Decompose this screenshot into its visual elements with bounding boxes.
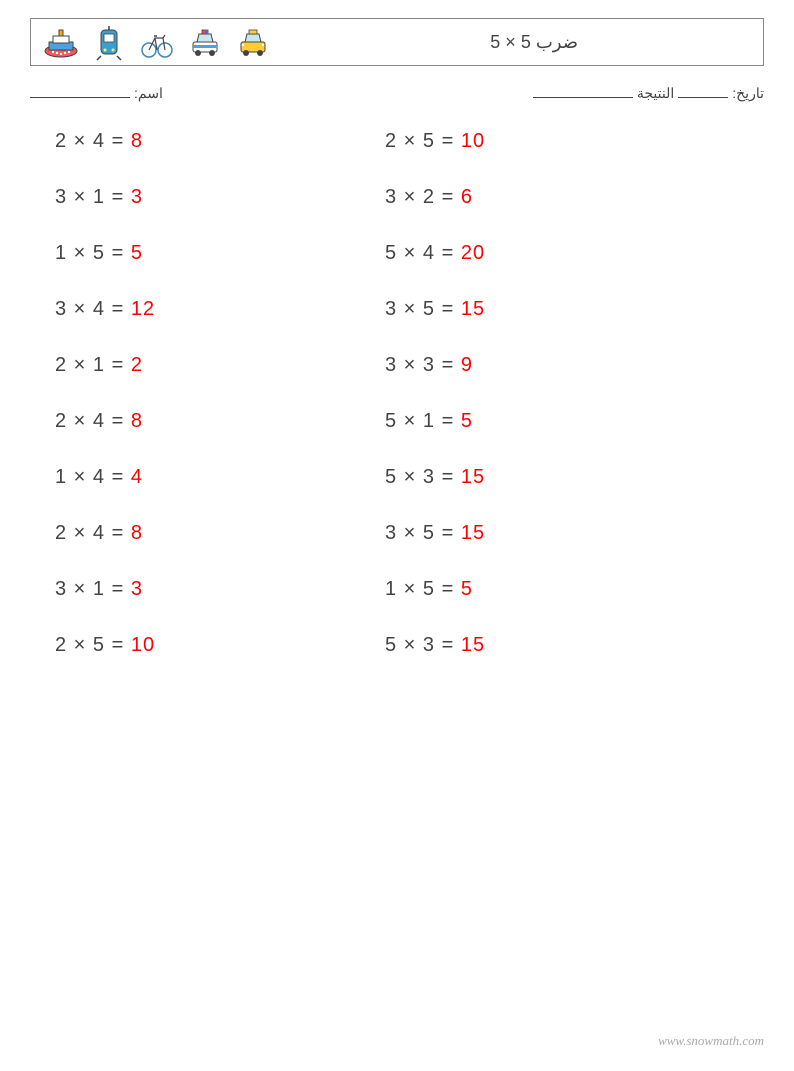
footer-url: www.snowmath.com (658, 1033, 764, 1049)
problem-row: 3 × 3 = 9 (385, 354, 715, 377)
problem-answer: 10 (461, 130, 485, 152)
bicycle-icon (137, 22, 177, 62)
problem-row: 1 × 5 = 5 (55, 242, 385, 265)
problem-row: 2 × 5 = 10 (55, 634, 385, 657)
meta-name: اسم: (30, 84, 163, 102)
problem-answer: 4 (131, 466, 143, 488)
problem-expression: 2 × 4 = (55, 522, 131, 544)
problem-expression: 3 × 4 = (55, 298, 131, 320)
problem-row: 2 × 1 = 2 (55, 354, 385, 377)
problem-answer: 20 (461, 242, 485, 264)
problem-row: 3 × 1 = 3 (55, 578, 385, 601)
score-underline (533, 84, 633, 98)
problem-row: 2 × 4 = 8 (55, 410, 385, 433)
problem-answer: 9 (461, 354, 473, 376)
problem-expression: 2 × 1 = (55, 354, 131, 376)
problem-answer: 5 (461, 578, 473, 600)
taxi-icon (233, 22, 273, 62)
problem-expression: 1 × 4 = (55, 466, 131, 488)
problem-expression: 3 × 3 = (385, 354, 461, 376)
problem-answer: 6 (461, 186, 473, 208)
problem-row: 3 × 5 = 15 (385, 298, 715, 321)
problem-row: 2 × 4 = 8 (55, 130, 385, 153)
problem-answer: 15 (461, 298, 485, 320)
problem-expression: 3 × 5 = (385, 298, 461, 320)
problem-row: 5 × 3 = 15 (385, 466, 715, 489)
problem-answer: 5 (461, 410, 473, 432)
police-car-icon (185, 22, 225, 62)
problem-row: 5 × 1 = 5 (385, 410, 715, 433)
name-underline (30, 84, 130, 98)
problem-answer: 15 (461, 634, 485, 656)
problem-expression: 5 × 3 = (385, 634, 461, 656)
problem-expression: 3 × 1 = (55, 186, 131, 208)
problem-expression: 5 × 1 = (385, 410, 461, 432)
name-label: اسم: (134, 85, 163, 102)
problem-answer: 3 (131, 578, 143, 600)
problem-answer: 8 (131, 130, 143, 152)
problem-answer: 15 (461, 466, 485, 488)
problem-expression: 5 × 3 = (385, 466, 461, 488)
problem-answer: 3 (131, 186, 143, 208)
problem-expression: 3 × 5 = (385, 522, 461, 544)
problem-row: 3 × 5 = 15 (385, 522, 715, 545)
header-icons (41, 22, 273, 62)
problem-expression: 3 × 2 = (385, 186, 461, 208)
score-label: النتيجة (637, 85, 674, 102)
problem-answer: 15 (461, 522, 485, 544)
problem-row: 3 × 2 = 6 (385, 186, 715, 209)
problem-row: 1 × 4 = 4 (55, 466, 385, 489)
problem-answer: 12 (131, 298, 155, 320)
problem-row: 5 × 4 = 20 (385, 242, 715, 265)
problem-expression: 2 × 5 = (385, 130, 461, 152)
problem-row: 5 × 3 = 15 (385, 634, 715, 657)
problems-container: 2 × 4 = 83 × 1 = 31 × 5 = 53 × 4 = 122 ×… (55, 130, 764, 657)
problem-row: 3 × 1 = 3 (55, 186, 385, 209)
problem-expression: 3 × 1 = (55, 578, 131, 600)
problems-col-2: 2 × 5 = 103 × 2 = 65 × 4 = 203 × 5 = 153… (385, 130, 715, 657)
header-box: ضرب 5 × 5 (30, 18, 764, 66)
date-label: تاريخ: (732, 85, 764, 102)
problem-answer: 8 (131, 522, 143, 544)
problem-answer: 5 (131, 242, 143, 264)
page-title: ضرب 5 × 5 (490, 32, 578, 53)
problems-col-1: 2 × 4 = 8 3 × 1 = 3 1 × 5 = 5 3 × 4 = 12 2 ×… (55, 130, 385, 657)
meta-date-score: تاريخ: النتيجة (533, 84, 764, 102)
problem-row: 2 × 4 = 8 (55, 522, 385, 545)
problem-row: 3 × 4 = 12 (55, 298, 385, 321)
problem-row: 2 × 5 = 10 (385, 130, 715, 153)
problem-expression: 2 × 5 = (55, 634, 131, 656)
meta-row: تاريخ: النتيجة اسم: (30, 84, 764, 102)
tram-icon (89, 22, 129, 62)
problem-answer: 2 (131, 354, 143, 376)
problem-expression: 5 × 4 = (385, 242, 461, 264)
problem-expression: 1 × 5 = (55, 242, 131, 264)
ship-icon (41, 22, 81, 62)
problem-expression: 2 × 4 = (55, 410, 131, 432)
problem-expression: 2 × 4 = (55, 130, 131, 152)
problem-row: 1 × 5 = 5 (385, 578, 715, 601)
problem-answer: 10 (131, 634, 155, 656)
date-underline (678, 84, 728, 98)
problem-expression: 1 × 5 = (385, 578, 461, 600)
problem-answer: 8 (131, 410, 143, 432)
